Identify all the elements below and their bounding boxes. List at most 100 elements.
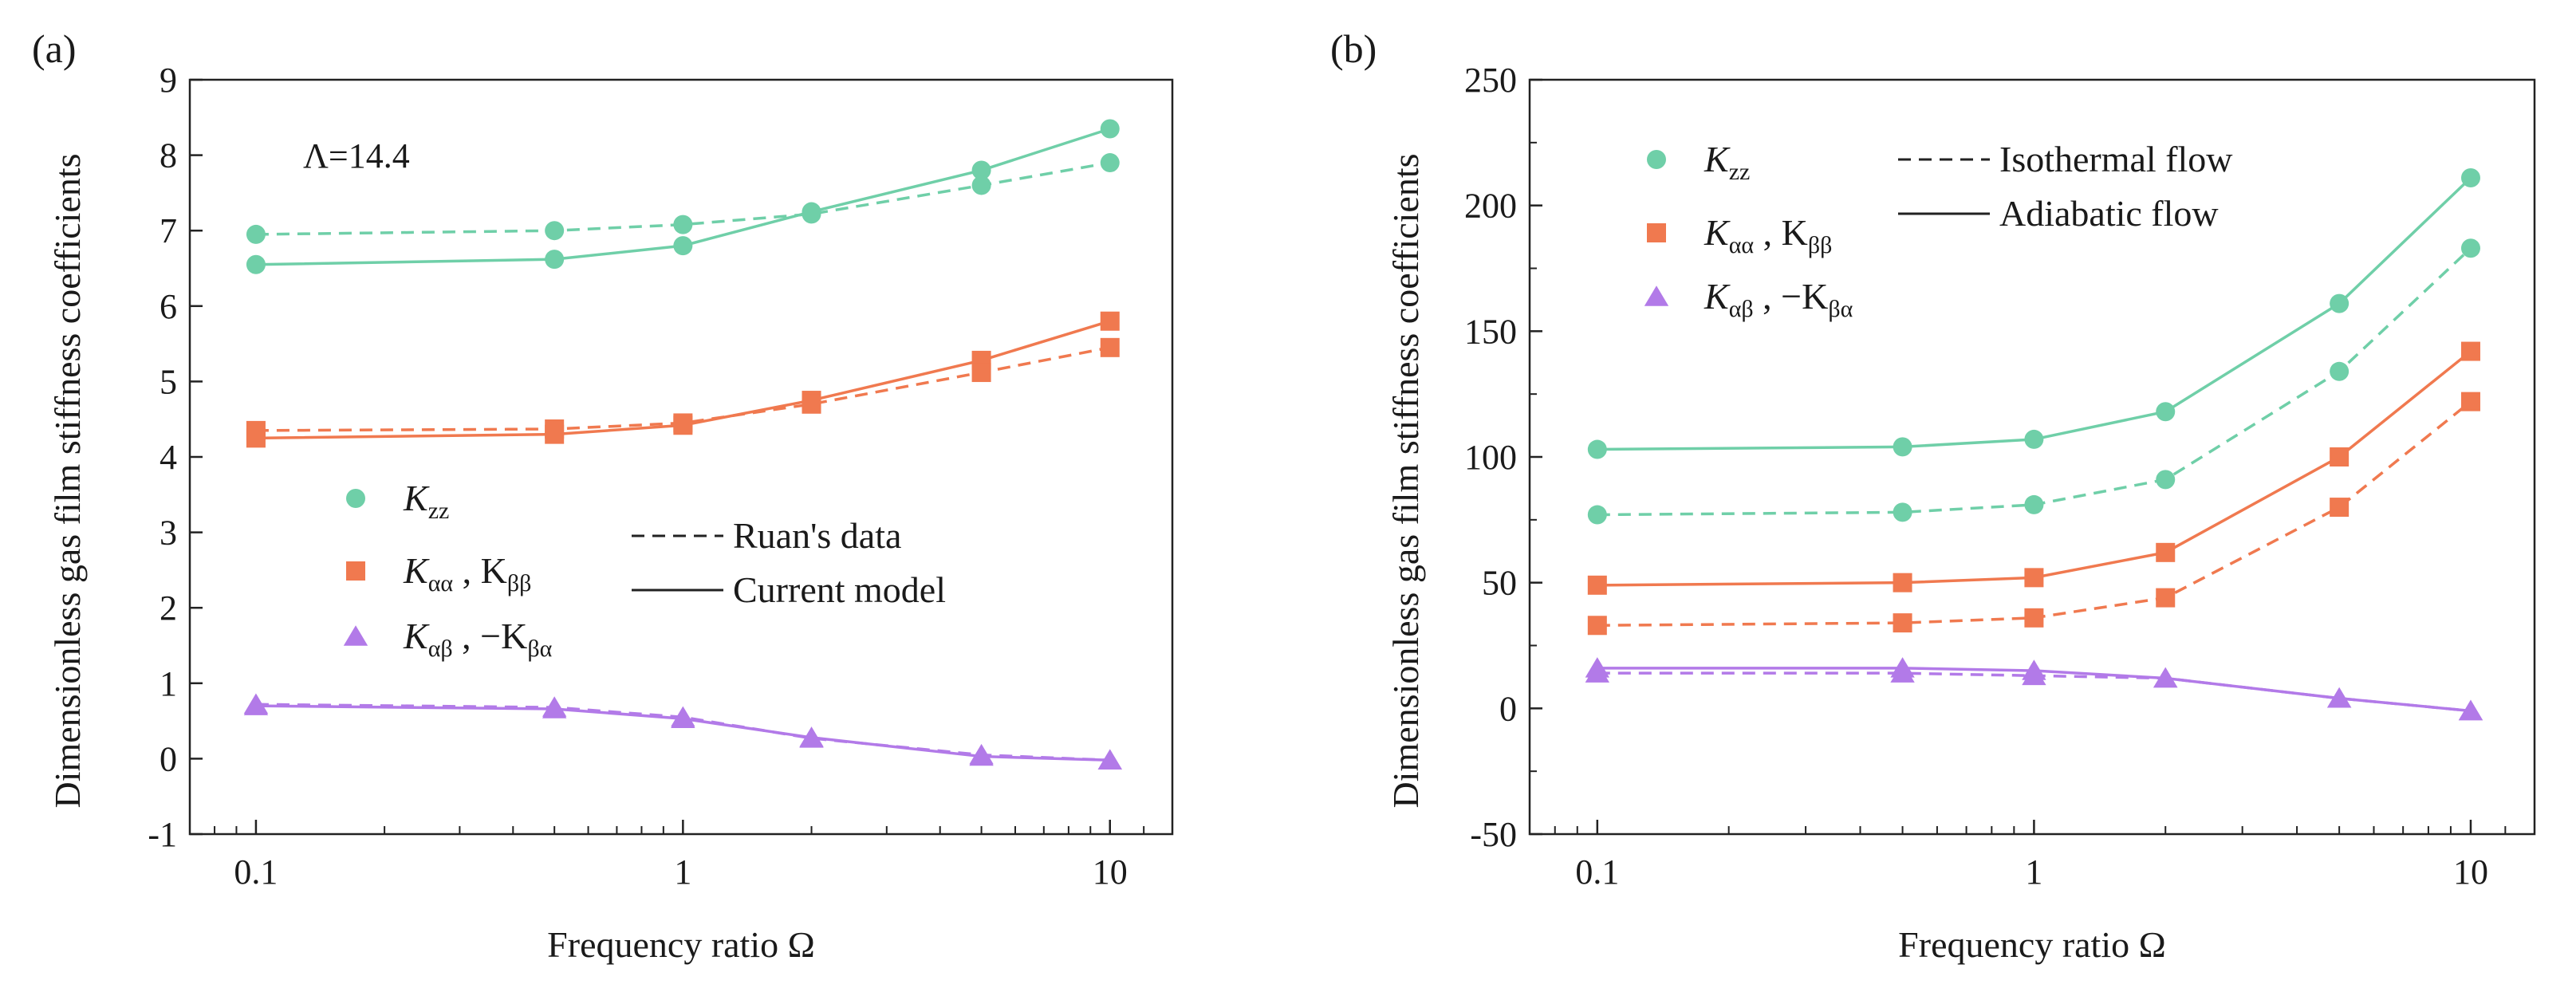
data-point [673,215,693,234]
data-point [1587,439,1607,459]
series-line [1597,246,2472,517]
panel-label: (b) [1330,26,1377,71]
data-point [1587,616,1607,636]
legend-label: Kαβ , −Kβα [403,616,553,662]
data-point [545,221,565,241]
series-line [255,346,1111,432]
y-tick-label: 0 [160,739,177,778]
y-tick-label: 9 [160,61,177,100]
series-line [1597,176,2472,451]
data-point [2458,699,2483,721]
y-tick-label: 7 [160,211,177,250]
data-point [1097,749,1122,770]
data-point [545,250,565,270]
data-point [671,706,695,727]
x-tick-label: 1 [2025,852,2042,892]
x-axis-title: Frequency ratio Ω [547,924,815,965]
data-point [673,413,693,433]
y-tick-label: -50 [1470,815,1517,854]
panel-b: (b) -50 0 50 100 150 200 250 0.1 1 10 Frequency rat… [1330,26,2536,965]
data-point [2153,667,2178,688]
data-point [246,420,266,440]
y-tick-label: 6 [160,287,177,326]
series-line [1597,671,2472,713]
data-point [2330,293,2350,313]
legend-marker [1647,150,1666,169]
y-axis-title: Dimensionless gas film stiffness coeffic… [47,153,88,808]
data-point [673,236,693,256]
legend-label: Kzz [1704,139,1750,185]
legend-line-label: Isothermal flow [1999,139,2233,179]
legend-label: Kzz [403,478,449,524]
x-tick-label: 0.1 [1575,852,1619,892]
data-point [246,254,266,274]
series-line [1597,667,2472,713]
data-point [1587,505,1607,525]
y-tick-label: 200 [1464,187,1517,226]
data-point [802,204,821,224]
panel-a: (a) -1 0 1 2 3 4 5 6 7 8 9 0.1 1 10 Frequency ratio Ω Di… [32,26,1174,965]
legend-label: Kαα , Kββ [403,550,531,596]
y-axis-title: Dimensionless gas film stiffness coeffic… [1385,153,1426,808]
y-tick-label: 100 [1464,438,1517,477]
data-point [1890,662,1915,683]
legend-marker [346,489,365,508]
data-point [2156,542,2176,562]
data-point [2024,429,2044,449]
y-tick-label: 150 [1464,312,1517,351]
data-point [1100,337,1120,357]
data-point [799,727,824,748]
series-line [255,161,1111,236]
y-tick-label: 2 [160,589,177,628]
legend-label: Kαα , Kββ [1704,212,1832,258]
legend-marker [1647,223,1666,242]
data-point [1587,575,1607,595]
data-point [2156,470,2176,490]
data-point [1100,311,1120,331]
data-point [1893,502,1912,522]
y-tick-label: 1 [160,664,177,703]
data-point [2330,498,2350,518]
legend-line-label: Current model [733,569,946,610]
data-point [1893,573,1912,592]
y-tick-label: 3 [160,514,177,553]
y-tick-label: -1 [148,815,177,854]
data-point [971,175,991,195]
y-tick-label: 5 [160,362,177,401]
data-point [969,743,994,765]
series-line [255,320,1111,440]
data-point [2330,361,2350,381]
data-point [2022,664,2046,686]
x-tick-label: 1 [674,852,691,892]
data-point [802,394,821,414]
data-point [971,363,991,383]
series-line [1597,400,2472,628]
y-tick-label: 4 [160,438,177,477]
data-point [545,419,565,439]
data-point [2024,608,2044,628]
series-line [255,127,1111,266]
data-point [2460,392,2480,411]
data-point [1893,613,1912,633]
data-point [2024,494,2044,514]
y-tick-label: 8 [160,136,177,175]
series-line [1597,350,2472,587]
data-point [1100,119,1120,139]
legend-marker [343,625,368,646]
data-point [2460,167,2480,187]
data-point [971,160,991,180]
annotation: Λ=14.4 [303,136,410,175]
data-point [542,696,567,717]
data-point [246,224,266,244]
data-point [2460,341,2480,361]
data-point [2156,402,2176,422]
data-point [243,693,269,714]
legend-marker [1644,285,1669,306]
x-tick-label: 0.1 [234,852,278,892]
data-point [2156,588,2176,608]
data-point [2024,568,2044,588]
legend-line-label: Adiabatic flow [1999,193,2219,234]
data-point [1100,153,1120,173]
data-point [2330,447,2350,466]
